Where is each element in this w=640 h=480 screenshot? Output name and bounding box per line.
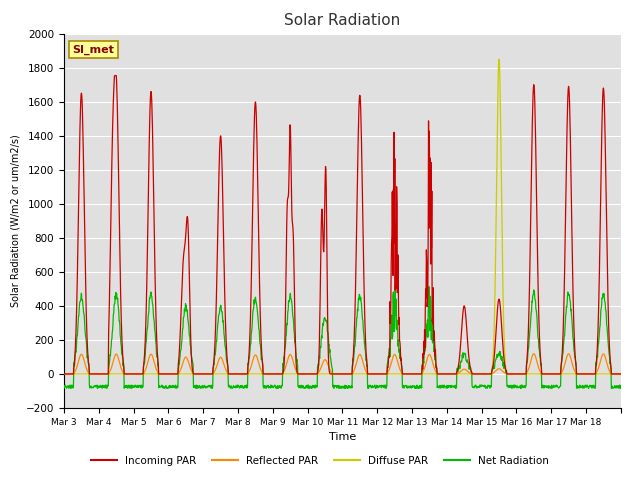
X-axis label: Time: Time — [329, 432, 356, 442]
Title: Solar Radiation: Solar Radiation — [284, 13, 401, 28]
Y-axis label: Solar Radiation (W/m2 or um/m2/s): Solar Radiation (W/m2 or um/m2/s) — [10, 134, 20, 307]
Text: SI_met: SI_met — [72, 45, 114, 55]
Legend: Incoming PAR, Reflected PAR, Diffuse PAR, Net Radiation: Incoming PAR, Reflected PAR, Diffuse PAR… — [86, 452, 554, 470]
